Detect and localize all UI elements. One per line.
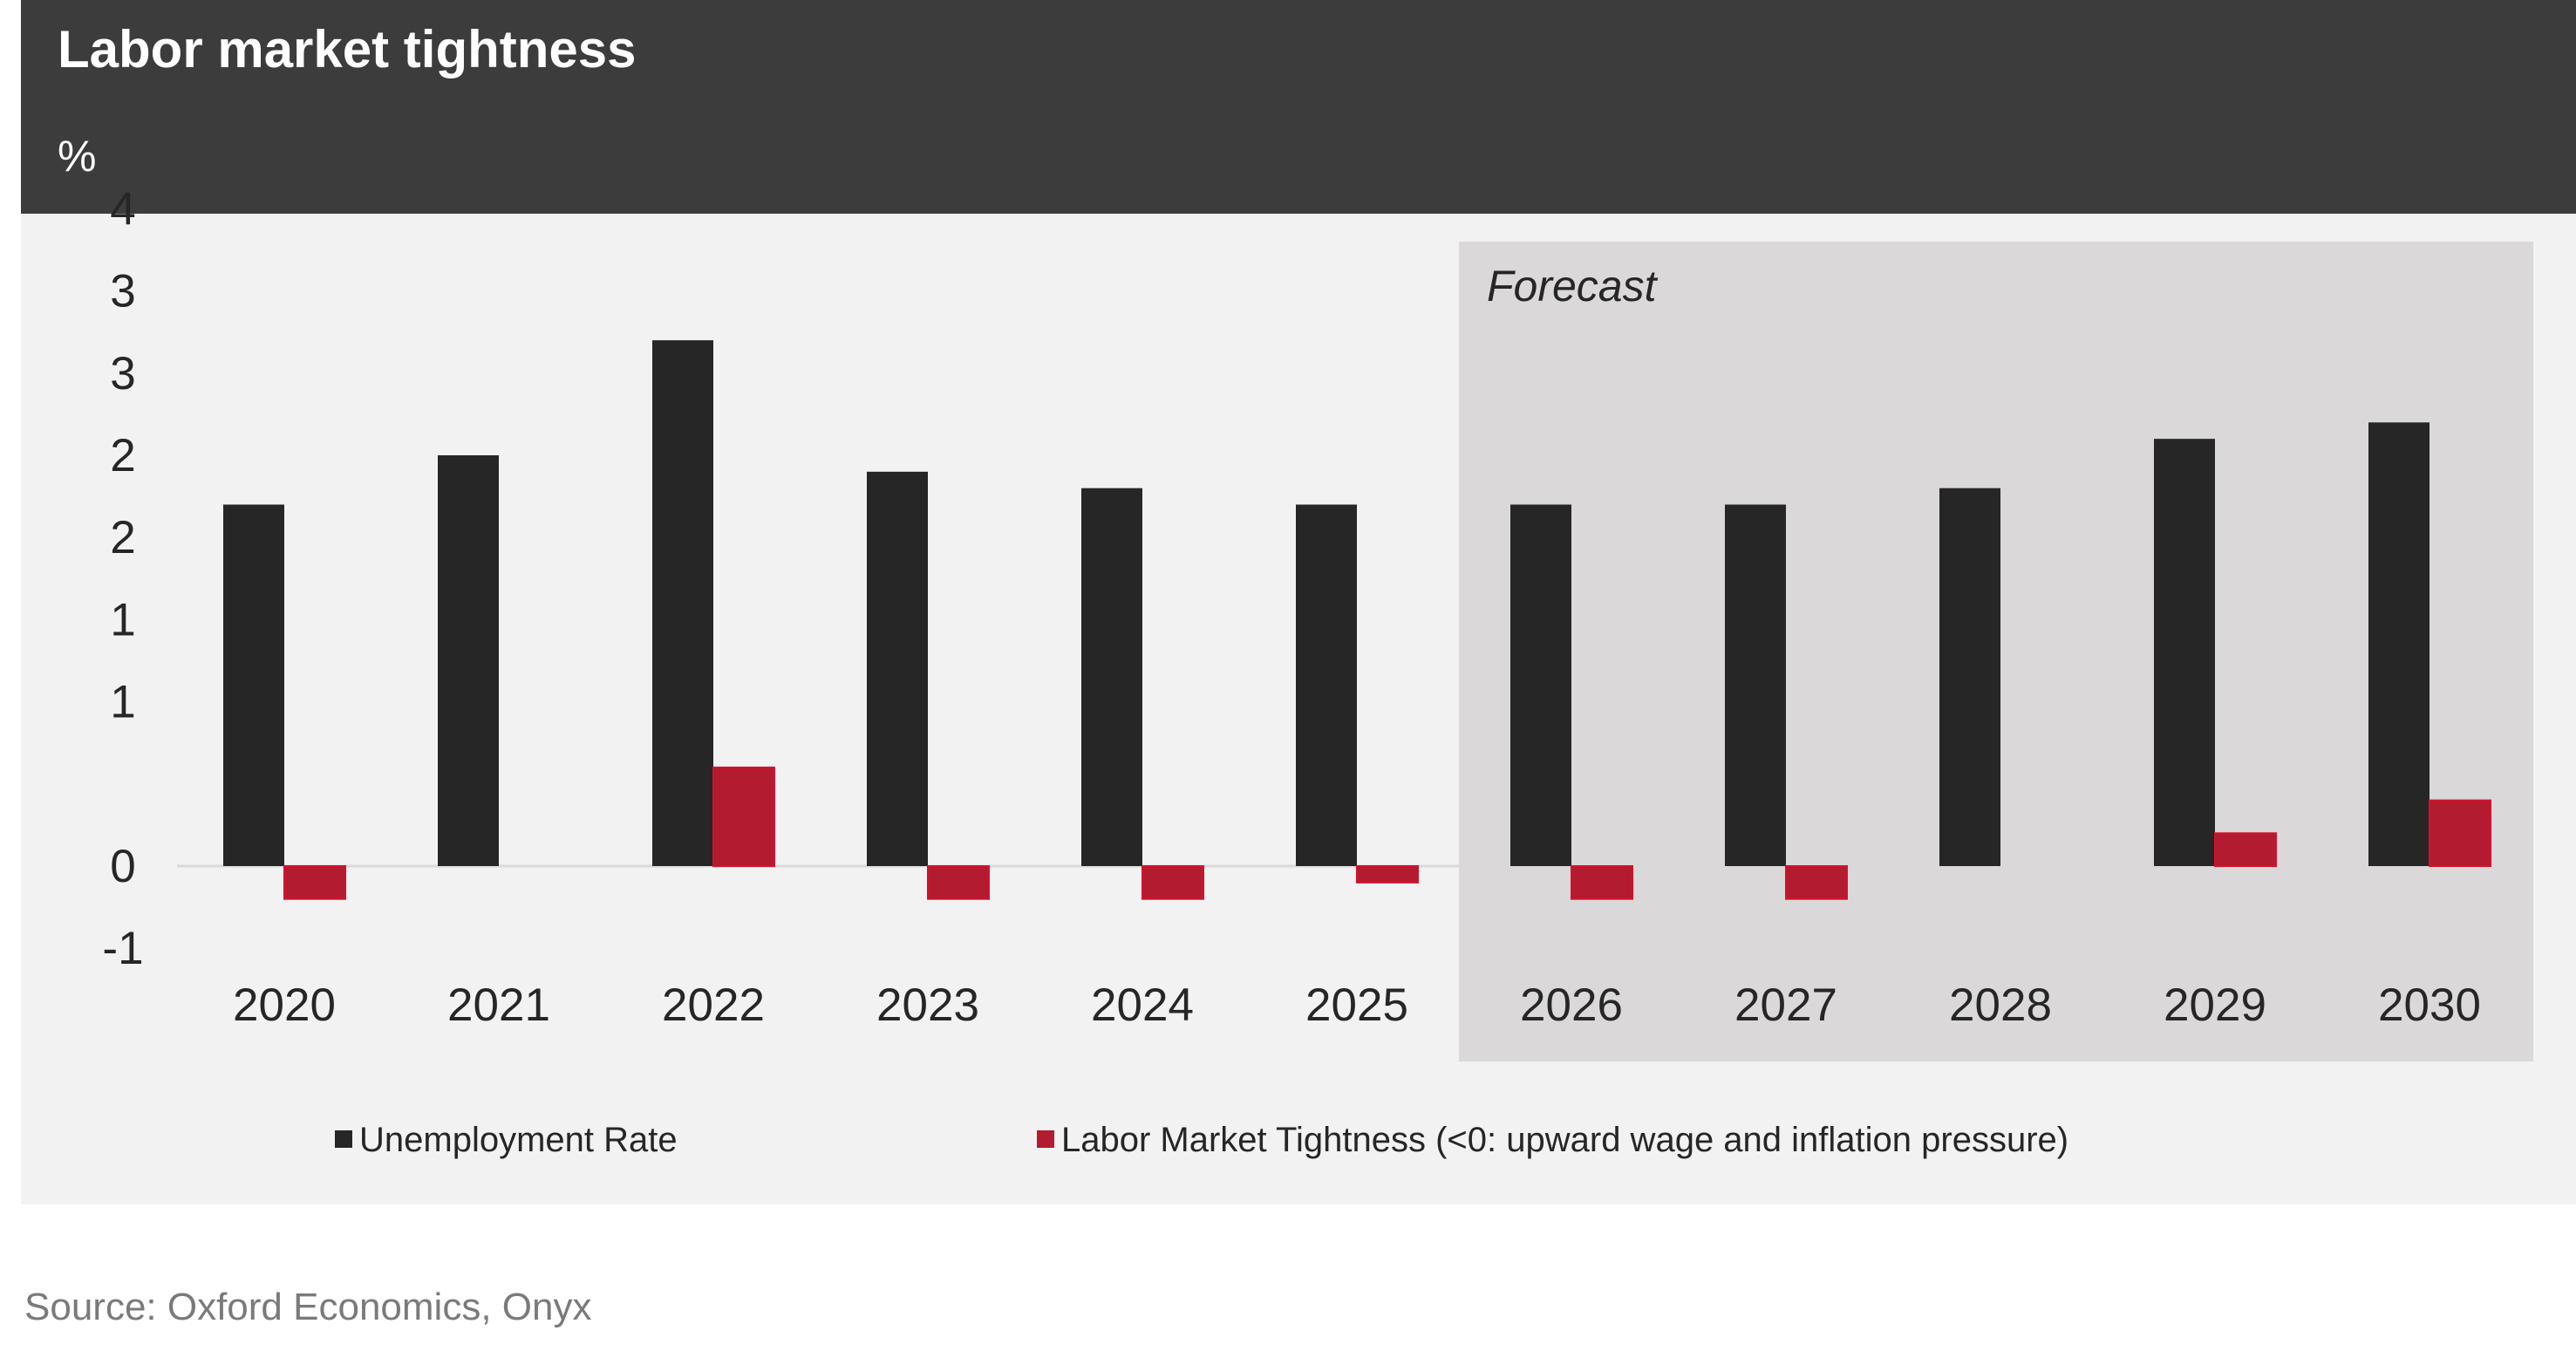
y-tick-label: 3: [110, 266, 135, 317]
legend-label: Labor Market Tightness (<0: upward wage …: [1061, 1121, 2068, 1159]
bar-labor-market-tightness: [283, 865, 346, 900]
chart-title: Labor market tightness: [58, 20, 637, 78]
bar-labor-market-tightness: [712, 766, 775, 868]
bar-labor-market-tightness: [2429, 799, 2491, 868]
source-note: Source: Oxford Economics, Onyx: [24, 1286, 592, 1328]
x-tick-label: 2020: [233, 979, 336, 1031]
bar-labor-market-tightness: [927, 865, 990, 900]
bar-labor-market-tightness: [1141, 865, 1204, 900]
bar-labor-market-tightness: [1356, 865, 1419, 884]
legend-swatch: [335, 1130, 352, 1148]
bar-unemployment-rate: [1510, 504, 1571, 866]
bar-labor-market-tightness: [1571, 865, 1633, 900]
x-tick-label: 2025: [1305, 979, 1408, 1031]
bar-unemployment-rate: [1081, 488, 1142, 866]
x-tick-label: 2024: [1091, 979, 1194, 1031]
y-tick-label: 2: [110, 512, 135, 563]
unit-label: %: [58, 132, 97, 181]
bar-unemployment-rate: [438, 455, 499, 866]
bar-unemployment-rate: [1939, 488, 2000, 866]
y-tick-label: 3: [110, 348, 135, 399]
bar-unemployment-rate: [2368, 422, 2429, 866]
y-tick-label: 1: [110, 677, 135, 728]
x-tick-label: 2023: [876, 979, 979, 1031]
y-tick-label: 4: [110, 183, 135, 235]
bar-labor-market-tightness: [1785, 865, 1848, 900]
x-tick-label: 2029: [2164, 979, 2266, 1031]
x-tick-label: 2027: [1734, 979, 1837, 1031]
x-tick-label: 2026: [1520, 979, 1623, 1031]
bar-labor-market-tightness: [2214, 832, 2277, 868]
forecast-label: Forecast: [1487, 262, 1659, 310]
y-tick-label: 1: [110, 594, 135, 645]
legend-swatch: [1037, 1130, 1054, 1148]
y-tick-label: 0: [110, 841, 135, 892]
bar-unemployment-rate: [1725, 504, 1786, 866]
x-tick-label: 2021: [447, 979, 550, 1031]
x-tick-label: 2022: [662, 979, 765, 1031]
bar-unemployment-rate: [867, 471, 928, 866]
bar-unemployment-rate: [652, 340, 713, 866]
bar-unemployment-rate: [2154, 439, 2215, 866]
y-tick-label: 2: [110, 430, 135, 481]
bar-unemployment-rate: [223, 504, 284, 866]
y-tick-label: -1: [102, 923, 143, 974]
legend-label: Unemployment Rate: [359, 1121, 678, 1159]
chart-header: Labor market tightness %: [21, 0, 2576, 214]
bar-unemployment-rate: [1296, 504, 1357, 866]
x-tick-label: 2028: [1949, 979, 2052, 1031]
x-tick-label: 2030: [2378, 979, 2481, 1031]
